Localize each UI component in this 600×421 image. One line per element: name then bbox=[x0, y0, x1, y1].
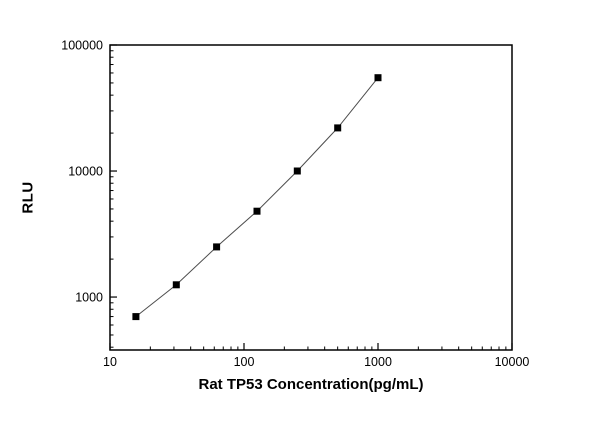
x-tick-label: 100 bbox=[234, 355, 255, 369]
data-point bbox=[334, 124, 342, 132]
data-point bbox=[213, 243, 221, 251]
axis-frame bbox=[109, 44, 513, 351]
x-tick-label: 10 bbox=[103, 355, 117, 369]
data-point bbox=[253, 207, 261, 215]
data-point bbox=[293, 167, 301, 175]
x-tick-label: 10000 bbox=[495, 355, 530, 369]
x-tick-label: 1000 bbox=[364, 355, 392, 369]
series-line bbox=[135, 77, 379, 317]
y-tick-label: 100000 bbox=[61, 39, 103, 53]
x-axis-label: Rat TP53 Concentration(pg/mL) bbox=[198, 376, 424, 393]
data-point bbox=[172, 281, 180, 289]
y-tick-label: 10000 bbox=[68, 165, 103, 179]
data-point bbox=[132, 313, 140, 321]
y-tick-label: 1000 bbox=[75, 291, 103, 305]
data-point bbox=[374, 74, 382, 82]
